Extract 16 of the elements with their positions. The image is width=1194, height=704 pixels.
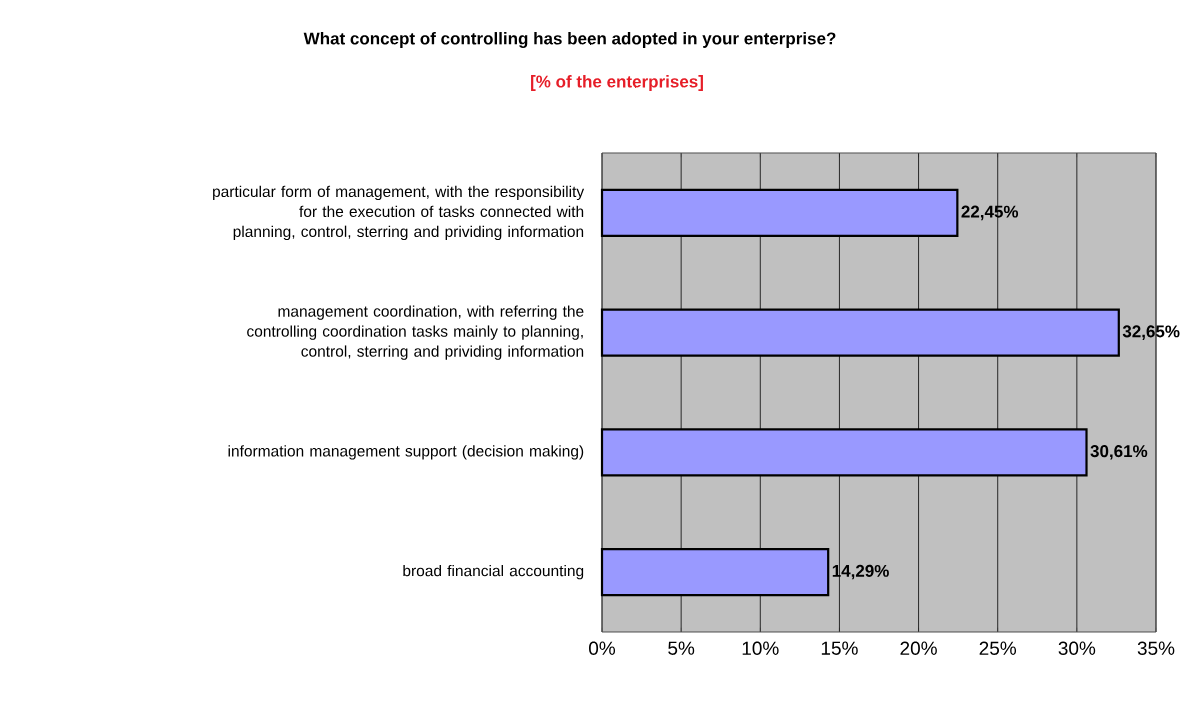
y-tick-label: information management support (decision making) — [228, 445, 584, 460]
x-tick-label: 0% — [589, 641, 616, 655]
x-tick-label: 30% — [1058, 641, 1096, 655]
x-tick-label: 35% — [1137, 641, 1175, 655]
x-tick-label: 25% — [979, 641, 1017, 655]
x-tick-label: 10% — [742, 641, 779, 655]
data-label: 32,65% — [1122, 325, 1180, 340]
x-tick-label: 15% — [821, 641, 858, 655]
data-label: 30,61% — [1090, 445, 1148, 460]
y-tick-label: particular form of management, with the responsibility for the execution of tasks connected with planning, control, sterring and prividing information — [213, 185, 585, 241]
chart-title: What concept of controlling has been adopted in your enterprise? — [303, 32, 836, 48]
x-tick-label: 20% — [900, 641, 937, 655]
y-tick-label: management coordination, with referring the controlling coordination tasks mainly to planning, control, sterring and prividing information — [247, 305, 584, 360]
chart-subtitle: [% of the enterprises] — [531, 75, 703, 91]
y-tick-label: broad financial accounting — [403, 564, 584, 580]
x-tick-label: 5% — [668, 641, 695, 655]
